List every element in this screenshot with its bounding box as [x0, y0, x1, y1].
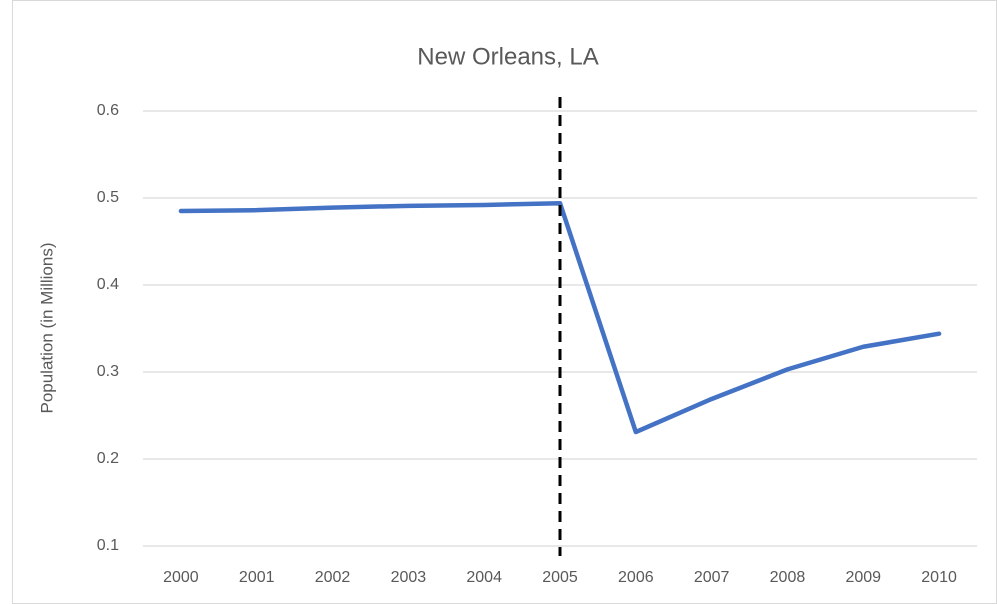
x-tick-label: 2007 [694, 569, 730, 586]
x-tick-label: 2002 [315, 569, 351, 586]
x-tick-label: 2008 [770, 569, 806, 586]
y-tick-label: 0.6 [97, 102, 119, 119]
x-tick-label: 2005 [542, 569, 578, 586]
y-tick-label: 0.4 [97, 276, 119, 293]
x-tick-label: 2006 [618, 569, 654, 586]
y-tick-label: 0.3 [97, 363, 119, 380]
data-line [178, 200, 942, 435]
chart-frame [12, 0, 997, 604]
x-tick-label: 2001 [239, 569, 275, 586]
x-tick-label: 2000 [163, 569, 199, 586]
x-tick-label: 2009 [845, 569, 881, 586]
x-tick-label: 2004 [466, 569, 502, 586]
y-tick-label: 0.1 [97, 537, 119, 554]
x-tick-label: 2010 [921, 569, 957, 586]
x-tick-label: 2003 [391, 569, 427, 586]
y-tick-label: 0.2 [97, 450, 119, 467]
y-tick-label: 0.5 [97, 189, 119, 206]
chart-title: New Orleans, LA [417, 43, 598, 70]
y-axis-label: Population (in Millions) [37, 242, 56, 413]
